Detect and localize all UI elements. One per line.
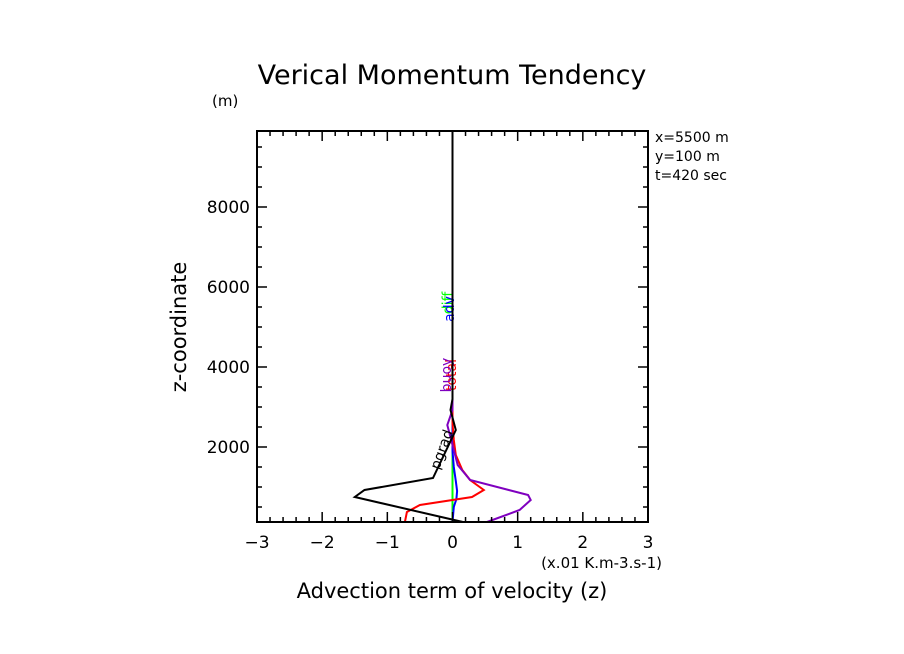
y-tick-label: 4000 — [207, 358, 250, 378]
y-tick-label: 6000 — [207, 278, 250, 298]
info-box: x=5500 m y=100 m t=420 sec — [655, 130, 729, 184]
info-y: y=100 m — [655, 149, 720, 165]
y-tick-label: 8000 — [207, 198, 250, 218]
info-x: x=5500 m — [655, 130, 729, 146]
chart-title: Verical Momentum Tendency — [258, 60, 647, 91]
series-line-buoy — [446, 267, 532, 523]
axes-layer: −3 −2 −1 0 1 2 3 2000 4000 6000 8000 — [207, 130, 654, 553]
x-axis-title: Advection term of velocity (z) — [297, 579, 608, 603]
y-tick-label: 2000 — [207, 438, 250, 458]
x-axis-units: (x.01 K.m-3.s-1) — [541, 554, 662, 572]
x-tick-label: −1 — [375, 533, 400, 553]
x-tick-label: 3 — [643, 533, 654, 553]
series-label-adv: adv — [442, 296, 458, 322]
series-label-buoy: buoy — [439, 358, 455, 393]
y-axis-units: (m) — [212, 92, 238, 110]
x-tick-label: 2 — [577, 533, 588, 553]
info-t: t=420 sec — [655, 168, 727, 184]
x-tick-label: −2 — [310, 533, 335, 553]
series-line-pgrad — [352, 131, 464, 523]
series-line-adv — [451, 267, 459, 523]
x-tick-label: 0 — [447, 533, 458, 553]
x-tick-label: −3 — [244, 533, 269, 553]
y-axis-title: z-coordinate — [167, 262, 191, 393]
x-tick-label: 1 — [512, 533, 523, 553]
